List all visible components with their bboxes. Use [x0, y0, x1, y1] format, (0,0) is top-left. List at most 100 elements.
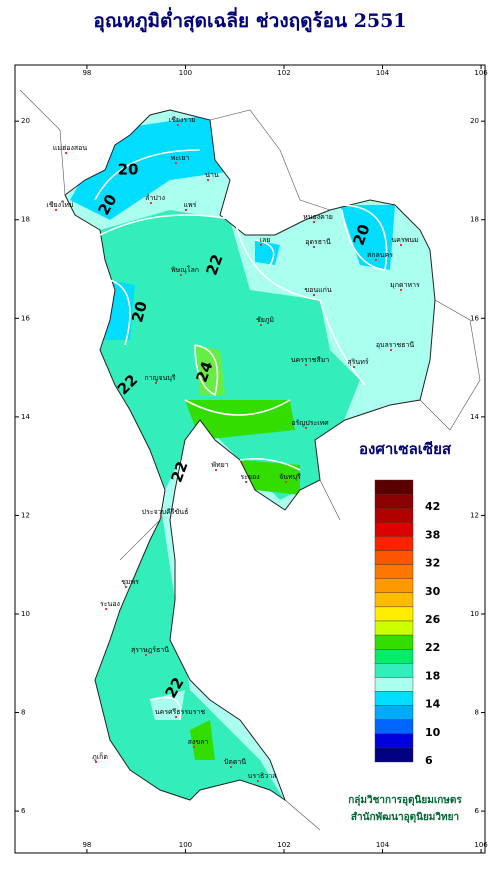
- station: [180, 274, 182, 276]
- place-label: เลย: [260, 236, 271, 244]
- x-tick-label: 102: [277, 69, 290, 77]
- x-tick-label: 106: [474, 69, 488, 77]
- y-tick-label: 8: [475, 709, 479, 717]
- place-label: พัทยา: [211, 461, 228, 469]
- station: [230, 766, 232, 768]
- legend-swatch: [374, 733, 414, 749]
- station: [260, 324, 262, 326]
- legend-label: 26: [425, 613, 441, 626]
- y-tick-label: 16: [21, 314, 30, 322]
- station: [65, 152, 67, 154]
- y-tick-label: 8: [21, 709, 25, 717]
- place-label: ภูเก็ต: [92, 752, 108, 761]
- x-tick-label: 98: [82, 841, 91, 849]
- station: [155, 382, 157, 384]
- place-label: ชุมพร: [121, 578, 139, 586]
- station: [177, 124, 179, 126]
- legend-label: 6: [425, 754, 433, 767]
- neighbors: [19, 89, 481, 831]
- place-label: สงขลา: [188, 738, 209, 746]
- place-label: อุบลราชธานี: [376, 341, 415, 349]
- station: [313, 294, 315, 296]
- legend-swatch: [374, 620, 414, 636]
- station: [260, 244, 262, 246]
- y-tick-label: 20: [21, 117, 30, 125]
- station: [145, 654, 147, 656]
- station: [185, 209, 187, 211]
- legend-label: 18: [425, 669, 440, 682]
- x-tick-label: 100: [179, 69, 192, 77]
- y-tick-label: 18: [470, 216, 479, 224]
- legend-label: 10: [425, 726, 441, 739]
- y-tick-label: 16: [470, 314, 479, 322]
- place-label: อุดรธานี: [305, 238, 331, 246]
- station: [245, 481, 247, 483]
- stations: [55, 124, 402, 782]
- place-label: จันทบุรี: [279, 473, 301, 481]
- station: [125, 586, 127, 588]
- station: [215, 469, 217, 471]
- legend-label: 30: [425, 585, 441, 598]
- legend-swatch: [374, 691, 414, 706]
- place-label: นราธิวาส: [248, 772, 278, 780]
- credit: กลุ่มวิชาการอุตุนิยมเกษตร: [348, 794, 462, 806]
- x-tick-label: 106: [474, 841, 488, 849]
- y-tick-label: 6: [475, 807, 480, 815]
- station: [150, 202, 152, 204]
- place-label: สุรินทร์: [347, 358, 368, 366]
- place-label: ระยอง: [240, 473, 259, 481]
- station: [175, 716, 177, 718]
- y-tick-label: 14: [21, 413, 30, 421]
- legend-swatch: [374, 705, 414, 720]
- place-label: หนองคาย: [303, 213, 333, 221]
- legend-swatch: [374, 522, 414, 537]
- legend-swatch: [374, 663, 414, 678]
- x-tick-label: 102: [277, 841, 290, 849]
- place-label: ระนอง: [100, 600, 120, 608]
- station: [400, 244, 402, 246]
- place-label: เชียงราย: [169, 116, 195, 124]
- x-tick-label: 98: [82, 69, 91, 77]
- station: [160, 516, 162, 518]
- y-tick-label: 6: [21, 807, 26, 815]
- place-label: นครพนม: [391, 236, 418, 244]
- station: [95, 761, 97, 763]
- place-label: ประจวบคีรีขันธ์: [142, 508, 189, 516]
- legend-label: 14: [425, 698, 441, 711]
- legend-title: องศาเซลเซียส: [359, 440, 452, 458]
- place-label: น่าน: [205, 171, 219, 179]
- y-tick-label: 12: [470, 511, 479, 519]
- station: [390, 349, 392, 351]
- place-label: ลำปาง: [145, 194, 165, 202]
- legend-swatch: [374, 606, 414, 622]
- legend-swatch: [374, 536, 414, 551]
- place-label: ขอนแก่น: [304, 286, 332, 294]
- place-label: พะเยา: [171, 154, 190, 162]
- legend-swatch: [374, 550, 414, 565]
- station: [257, 780, 259, 782]
- x-tick-label: 104: [376, 69, 390, 77]
- place-label: อรัญประเทศ: [291, 419, 329, 427]
- station: [175, 162, 177, 164]
- x-tick-label: 100: [179, 841, 192, 849]
- legend-label: 22: [425, 641, 440, 654]
- station: [313, 246, 315, 248]
- legend-label: 42: [425, 500, 440, 513]
- contour-label: 20: [118, 161, 139, 179]
- y-tick-label: 20: [470, 117, 479, 125]
- station: [105, 608, 107, 610]
- y-tick-label: 12: [21, 511, 30, 519]
- place-label: นครศรีธรรมราช: [155, 708, 206, 716]
- legend-swatch: [374, 649, 414, 664]
- place-label: แพร่: [184, 201, 197, 209]
- station: [313, 221, 315, 223]
- station: [353, 366, 355, 368]
- legend-label: 32: [425, 557, 440, 570]
- place-label: แม่ฮ่องสอน: [53, 144, 87, 152]
- place-label: กาญจนบุรี: [144, 374, 175, 382]
- y-tick-label: 10: [21, 610, 30, 618]
- station: [207, 179, 209, 181]
- contours: [94, 149, 388, 721]
- legend-swatch: [374, 719, 414, 735]
